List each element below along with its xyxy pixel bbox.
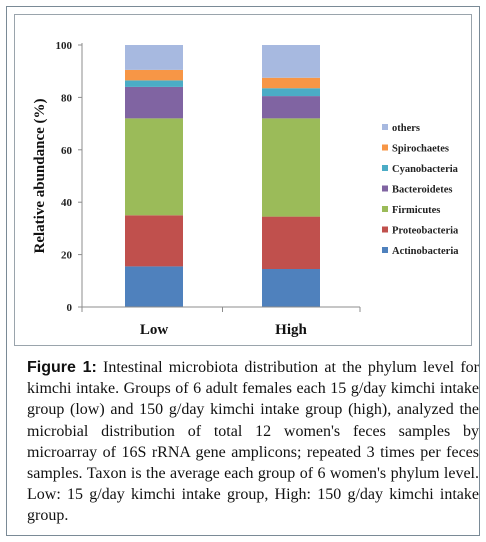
caption-label: Figure 1:: [27, 359, 97, 376]
bar-segment-others-high: [262, 45, 320, 78]
bar-segment-firmicutes-low: [125, 118, 183, 216]
legend-label-actinobacteria: Actinobacteria: [392, 246, 459, 257]
bar-segment-proteobacteria-high: [262, 216, 320, 270]
legend-swatch-cyanobacteria: [382, 165, 388, 171]
x-tick-label-low: Low: [140, 322, 169, 338]
bar-segment-spirochaetes-high: [262, 77, 320, 89]
figure-caption: Figure 1: Intestinal microbiota distribu…: [27, 357, 479, 527]
y-tick-label-100: 100: [56, 40, 73, 52]
stacked-bar-chart: 0 20 40 60 80 100 Low High Relative abundance (%…: [32, 40, 459, 338]
bar-segment-spirochaetes-low: [125, 69, 183, 81]
y-tick-label-60: 60: [61, 145, 73, 157]
legend-swatch-spirochaetes: [382, 144, 388, 151]
bar-segment-actinobacteria-low: [125, 266, 183, 307]
y-tick-label-80: 80: [61, 92, 73, 104]
chart-panel: 0 20 40 60 80 100 Low High Relative abundance (%…: [14, 14, 472, 346]
y-axis-title: Relative abundance (%): [32, 99, 48, 254]
legend-label-cyanobacteria: Cyanobacteria: [392, 164, 459, 175]
y-tick-label-0: 0: [67, 302, 73, 314]
legend-label-spirochaetes: Spirochaetes: [392, 144, 449, 155]
legend-swatch-bacteroidetes: [382, 185, 388, 192]
legend-swatch-proteobacteria: [382, 226, 388, 233]
bar-segment-proteobacteria-low: [125, 215, 183, 267]
legend-swatch-actinobacteria: [382, 247, 388, 253]
legend-label-others: others: [392, 123, 420, 134]
legend-label-firmicutes: Firmicutes: [392, 205, 440, 216]
caption-text: Intestinal microbiota distribution at th…: [27, 359, 479, 525]
legend-label-bacteroidetes: Bacteroidetes: [392, 185, 452, 196]
y-tick-label-40: 40: [61, 197, 73, 209]
bar-segment-bacteroidetes-high: [262, 96, 320, 119]
bar-segment-others-low: [125, 45, 183, 70]
bar-segment-firmicutes-high: [262, 118, 320, 217]
legend-swatch-others: [382, 124, 388, 130]
legend-swatch-firmicutes: [382, 206, 388, 212]
bar-segment-actinobacteria-high: [262, 269, 320, 307]
y-tick-label-20: 20: [61, 250, 73, 262]
figure-frame: 0 20 40 60 80 100 Low High Relative abundance (%…: [6, 6, 480, 536]
bar-segment-cyanobacteria-low: [125, 80, 183, 87]
x-tick-label-high: High: [275, 322, 307, 338]
bar-segment-bacteroidetes-low: [125, 86, 183, 119]
bar-segment-cyanobacteria-high: [262, 88, 320, 97]
legend-label-proteobacteria: Proteobacteria: [392, 226, 459, 237]
